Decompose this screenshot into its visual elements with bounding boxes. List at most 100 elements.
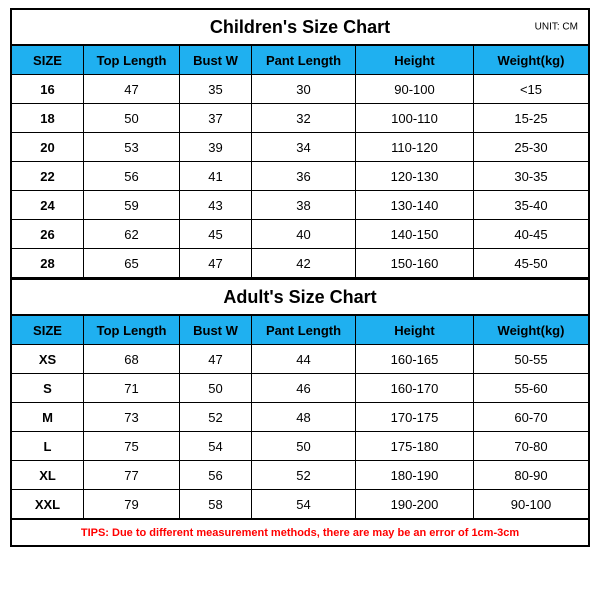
- table-cell: 140-150: [356, 220, 474, 248]
- column-header: Bust W: [180, 46, 252, 74]
- table-cell: 52: [252, 461, 356, 489]
- table-cell: 47: [84, 75, 180, 103]
- table-row: XXL795854190-20090-100: [12, 490, 588, 519]
- column-header: SIZE: [12, 316, 84, 344]
- table-cell: 71: [84, 374, 180, 402]
- table-cell: 90-100: [474, 490, 588, 518]
- children-size-chart: Children's Size Chart UNIT: CM SIZETop Len…: [10, 8, 590, 278]
- table-cell: 24: [12, 191, 84, 219]
- column-header: Height: [356, 316, 474, 344]
- table-cell: 52: [180, 403, 252, 431]
- table-row: 24594338130-14035-40: [12, 191, 588, 220]
- table-cell: 35-40: [474, 191, 588, 219]
- table-cell: 30: [252, 75, 356, 103]
- table-cell: 80-90: [474, 461, 588, 489]
- table-cell: 36: [252, 162, 356, 190]
- tips-text: TIPS: Due to different measurement metho…: [81, 527, 519, 539]
- table-cell: 62: [84, 220, 180, 248]
- table-cell: 55-60: [474, 374, 588, 402]
- table-cell: 180-190: [356, 461, 474, 489]
- table-cell: 37: [180, 104, 252, 132]
- table-cell: 47: [180, 345, 252, 373]
- table-cell: 44: [252, 345, 356, 373]
- table-cell: 20: [12, 133, 84, 161]
- column-header: Pant Length: [252, 316, 356, 344]
- table-cell: 39: [180, 133, 252, 161]
- table-cell: S: [12, 374, 84, 402]
- children-header-row: SIZETop LengthBust WPant LengthHeightWei…: [12, 46, 588, 75]
- table-cell: 56: [180, 461, 252, 489]
- table-cell: 40: [252, 220, 356, 248]
- table-cell: 73: [84, 403, 180, 431]
- table-cell: <15: [474, 75, 588, 103]
- table-cell: 42: [252, 249, 356, 277]
- table-cell: 48: [252, 403, 356, 431]
- adult-header-row: SIZETop LengthBust WPant LengthHeightWei…: [12, 316, 588, 345]
- table-row: 26624540140-15040-45: [12, 220, 588, 249]
- table-cell: 45: [180, 220, 252, 248]
- table-cell: 50-55: [474, 345, 588, 373]
- table-row: XL775652180-19080-90: [12, 461, 588, 490]
- table-cell: 16: [12, 75, 84, 103]
- table-cell: 46: [252, 374, 356, 402]
- table-cell: 22: [12, 162, 84, 190]
- table-cell: 90-100: [356, 75, 474, 103]
- table-cell: 120-130: [356, 162, 474, 190]
- table-cell: 65: [84, 249, 180, 277]
- table-cell: L: [12, 432, 84, 460]
- table-cell: 34: [252, 133, 356, 161]
- table-cell: 59: [84, 191, 180, 219]
- table-row: L755450175-18070-80: [12, 432, 588, 461]
- table-cell: 50: [84, 104, 180, 132]
- table-cell: 47: [180, 249, 252, 277]
- table-cell: 150-160: [356, 249, 474, 277]
- table-cell: 130-140: [356, 191, 474, 219]
- column-header: SIZE: [12, 46, 84, 74]
- table-cell: XXL: [12, 490, 84, 518]
- table-cell: 75: [84, 432, 180, 460]
- table-cell: 18: [12, 104, 84, 132]
- table-cell: 28: [12, 249, 84, 277]
- table-row: 28654742150-16045-50: [12, 249, 588, 278]
- table-cell: 68: [84, 345, 180, 373]
- table-cell: 79: [84, 490, 180, 518]
- table-cell: 58: [180, 490, 252, 518]
- table-cell: 160-170: [356, 374, 474, 402]
- table-cell: XS: [12, 345, 84, 373]
- table-cell: 77: [84, 461, 180, 489]
- table-cell: 50: [252, 432, 356, 460]
- table-row: M735248170-17560-70: [12, 403, 588, 432]
- table-cell: 50: [180, 374, 252, 402]
- table-cell: 35: [180, 75, 252, 103]
- table-cell: 25-30: [474, 133, 588, 161]
- adult-title: Adult's Size Chart: [223, 287, 376, 308]
- table-cell: 190-200: [356, 490, 474, 518]
- table-cell: 30-35: [474, 162, 588, 190]
- table-row: S715046160-17055-60: [12, 374, 588, 403]
- table-row: 20533934110-12025-30: [12, 133, 588, 162]
- table-cell: 26: [12, 220, 84, 248]
- column-header: Pant Length: [252, 46, 356, 74]
- table-cell: 54: [180, 432, 252, 460]
- table-cell: 40-45: [474, 220, 588, 248]
- table-row: 22564136120-13030-35: [12, 162, 588, 191]
- table-cell: 100-110: [356, 104, 474, 132]
- table-cell: XL: [12, 461, 84, 489]
- table-cell: 41: [180, 162, 252, 190]
- table-row: 1647353090-100<15: [12, 75, 588, 104]
- table-cell: 60-70: [474, 403, 588, 431]
- children-title: Children's Size Chart: [210, 17, 390, 38]
- table-cell: 175-180: [356, 432, 474, 460]
- tips-row: TIPS: Due to different measurement metho…: [10, 519, 590, 547]
- column-header: Top Length: [84, 316, 180, 344]
- table-cell: 170-175: [356, 403, 474, 431]
- table-cell: 32: [252, 104, 356, 132]
- table-row: 18503732100-11015-25: [12, 104, 588, 133]
- table-cell: 45-50: [474, 249, 588, 277]
- children-title-row: Children's Size Chart UNIT: CM: [12, 10, 588, 46]
- table-cell: M: [12, 403, 84, 431]
- column-header: Bust W: [180, 316, 252, 344]
- unit-label: UNIT: CM: [535, 22, 578, 33]
- table-cell: 56: [84, 162, 180, 190]
- adult-size-chart: Adult's Size Chart SIZETop LengthBust WPa…: [10, 278, 590, 519]
